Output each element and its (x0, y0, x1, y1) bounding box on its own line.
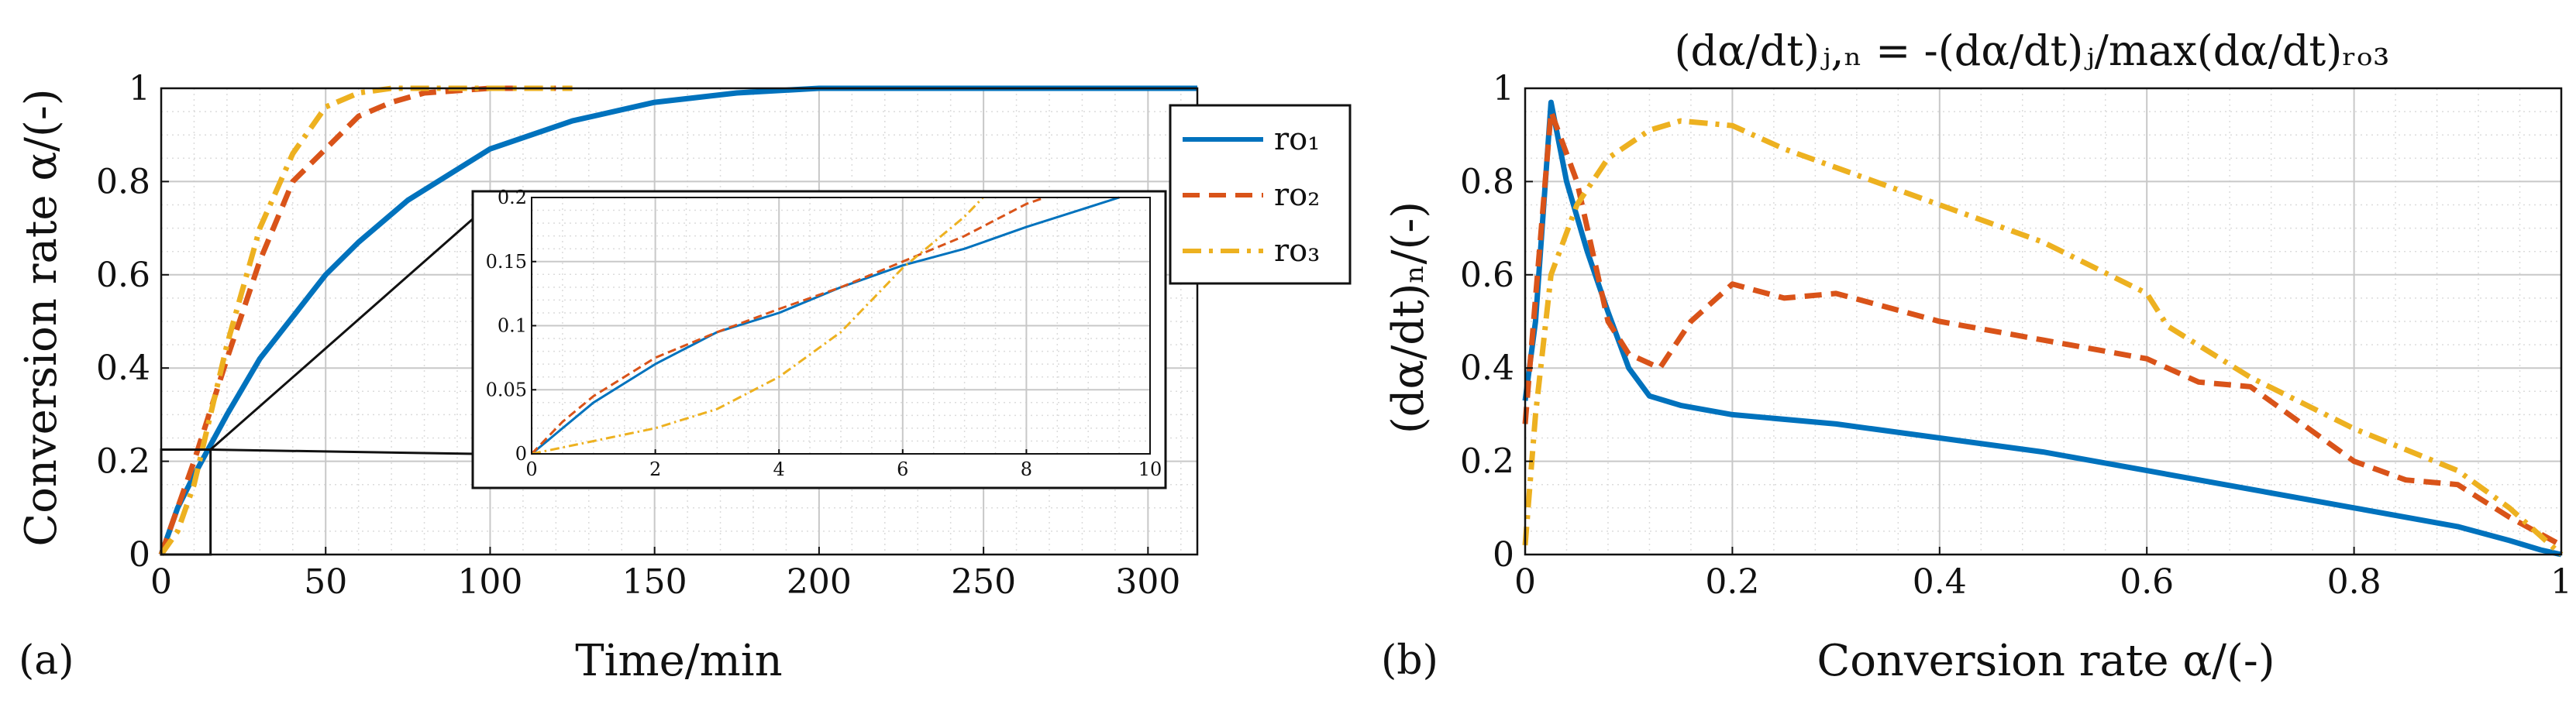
panel-a-inset-x-tick-label: 2 (649, 458, 661, 480)
panel-a-y-tick-label: 1 (129, 69, 150, 108)
panel-a-x-tick-label: 150 (622, 562, 687, 602)
panel-a-axes-box (160, 87, 1199, 556)
panel-a-y-tick-label: 0.8 (96, 162, 150, 201)
panel-a-inset-x-tick-label: 4 (773, 458, 785, 480)
panel-a-inset-y-tick-label: 0.05 (486, 379, 527, 400)
panel-a-label: (a) (19, 637, 74, 684)
panel-b-series-line-ro3 (1522, 118, 2564, 557)
panel-b-x-tick-label: 1 (2550, 562, 2572, 602)
panel-a-inset-series-line-ro2 (530, 196, 1045, 455)
panel-a-y-tick-label: 0.2 (96, 442, 150, 482)
panel-b-x-tick-label: 0.2 (1705, 562, 1759, 602)
panel-a-x-axis-label: Time/min (575, 636, 782, 686)
panel-b-y-tick-label: 0.2 (1460, 442, 1514, 482)
panel-b-series-line-ro2 (1522, 108, 2563, 548)
panel-a-x-tick-label: 100 (457, 562, 522, 602)
panel-a-zoom-connector (209, 216, 475, 451)
panel-b-y-axis-label: (dα/dt)ₙ/(-) (1383, 201, 1434, 434)
panel-b-x-tick-label: 0.6 (2120, 562, 2174, 602)
panel-b-y-tick-label: 0.4 (1460, 349, 1514, 388)
panel-a-inset-x-tick-label: 8 (1021, 458, 1032, 480)
panel-a-inset-y-tick-label: 0.1 (498, 315, 527, 337)
panel-a-series-line-ro1 (158, 85, 1197, 556)
panel-a-y-tick-label: 0 (129, 535, 150, 575)
panel-b-series-line-ro1 (1522, 99, 2562, 558)
panel-a-x-tick-label: 250 (951, 562, 1016, 602)
panel-a-x-tick-label: 300 (1115, 562, 1180, 602)
panel-b-x-axis-label: Conversion rate α/(-) (1817, 636, 2275, 686)
panel-a-inset-series-line-ro1 (531, 196, 1120, 455)
panel-a-x-tick-label: 0 (150, 562, 172, 602)
panel-a-inset-y-tick-label: 0.2 (498, 187, 527, 208)
panel-b-y-tick-label: 0.8 (1460, 162, 1514, 201)
panel-b-x-tick-label: 0 (1514, 562, 1536, 602)
panel-a-zoom-connector (210, 448, 475, 455)
panel-a-inset: 0 2 4 6 8 10 0 0.05 0.1 0.15 0.2 (471, 187, 1167, 489)
panel-a-x-tick-label: 200 (787, 562, 852, 602)
panel-a-inset-y-tick-label: 0 (515, 443, 527, 465)
panel-b-x-tick-label: 0.4 (1913, 562, 1967, 602)
panel-a-zoom-source-box (160, 448, 212, 556)
panel-b-axes-box (1524, 87, 2563, 556)
legend-label-ro1: ro₁ (1274, 122, 1320, 157)
panel-b-y-tick-label: 0 (1493, 535, 1514, 575)
panel-a-inset-series-line-ro3 (531, 196, 984, 455)
panel-a-y-tick-label: 0.6 (96, 256, 150, 295)
panel-b-y-tick-label: 1 (1493, 69, 1514, 108)
panel-b-y-tick-label: 0.6 (1460, 256, 1514, 295)
panel-a-inset-x-tick-label: 0 (525, 458, 537, 480)
panel-b-x-tick-label: 0.8 (2327, 562, 2381, 602)
panel-a-inset-x-tick-label: 10 (1138, 458, 1162, 480)
panel-b-label: (b) (1381, 637, 1438, 684)
panel-a-series-line-ro2 (158, 85, 556, 556)
legend-label-ro3: ro₃ (1274, 233, 1320, 269)
panel-a-y-tick-label: 0.4 (96, 349, 150, 388)
panel-a-legend: ro₁ ro₂ ro₃ (1169, 104, 1352, 285)
legend-label-ro2: ro₂ (1274, 177, 1320, 213)
legend-box (1169, 104, 1352, 285)
panel-b-title: (dα/dt)ⱼ,ₙ = -(dα/dt)ⱼ/max(dα/dt)ᵣₒ₃ (1674, 26, 2389, 75)
panel-a-inset-y-tick-label: 0.15 (486, 251, 527, 273)
panel-a-y-axis-label: Conversion rate α/(-) (16, 88, 67, 546)
panel-b: 0 0.2 0.4 0.6 0.8 1 0 0.2 0.4 0.6 0.8 1 (1460, 69, 2572, 602)
panel-a-x-tick-label: 50 (304, 562, 347, 602)
panel-b-plot-area (1525, 88, 2561, 555)
panel-a-inset-x-tick-label: 6 (897, 458, 908, 480)
